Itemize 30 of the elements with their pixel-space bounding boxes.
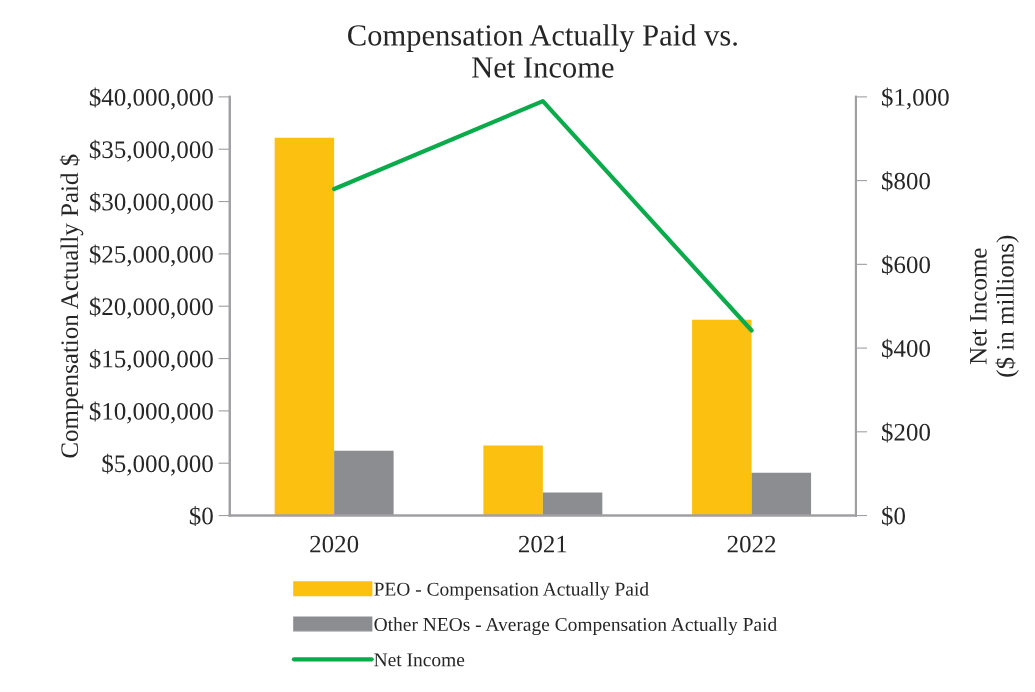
y-tick-label: $35,000,000: [89, 139, 213, 162]
y2-tick-label: $1,000: [882, 87, 949, 110]
y2-tick-label: $0: [882, 506, 905, 527]
x-tick-label: 2020: [310, 535, 359, 553]
y-tick-label: $25,000,000: [89, 244, 213, 267]
y2-tick-label: $400: [882, 338, 930, 359]
y-tick-label: $15,000,000: [89, 349, 213, 372]
legend-label: PEO - Compensation Actually Paid: [374, 582, 649, 600]
legend-label: Other NEOs - Average Compensation Actually Paid: [374, 617, 777, 636]
y-tick-label: $10,000,000: [89, 401, 213, 424]
bar: [334, 450, 394, 516]
x-tick-label: 2022: [727, 535, 776, 553]
y2-tick-label: $800: [882, 171, 930, 192]
legend-label: Net Income: [374, 653, 465, 667]
y2-axis-title: Net Income ($ in millions): [970, 235, 1019, 377]
bar: [692, 319, 752, 516]
y-axis-title: Compensation Actually Paid $: [59, 154, 84, 458]
chart-title: Compensation Actually Paid vs. Net Income: [348, 24, 737, 78]
y-tick-label: $30,000,000: [89, 192, 213, 215]
bar: [483, 445, 543, 516]
bar: [751, 472, 812, 516]
y-tick-label: $0: [189, 506, 213, 527]
y2-tick-label: $200: [882, 422, 930, 443]
y-tick-label: $40,000,000: [89, 87, 213, 110]
y-tick-label: $5,000,000: [102, 453, 213, 476]
x-tick-label: 2021: [518, 535, 567, 553]
bar: [274, 137, 335, 516]
y-tick-label: $20,000,000: [89, 296, 213, 319]
y2-tick-label: $600: [882, 254, 930, 275]
bar: [542, 492, 603, 516]
